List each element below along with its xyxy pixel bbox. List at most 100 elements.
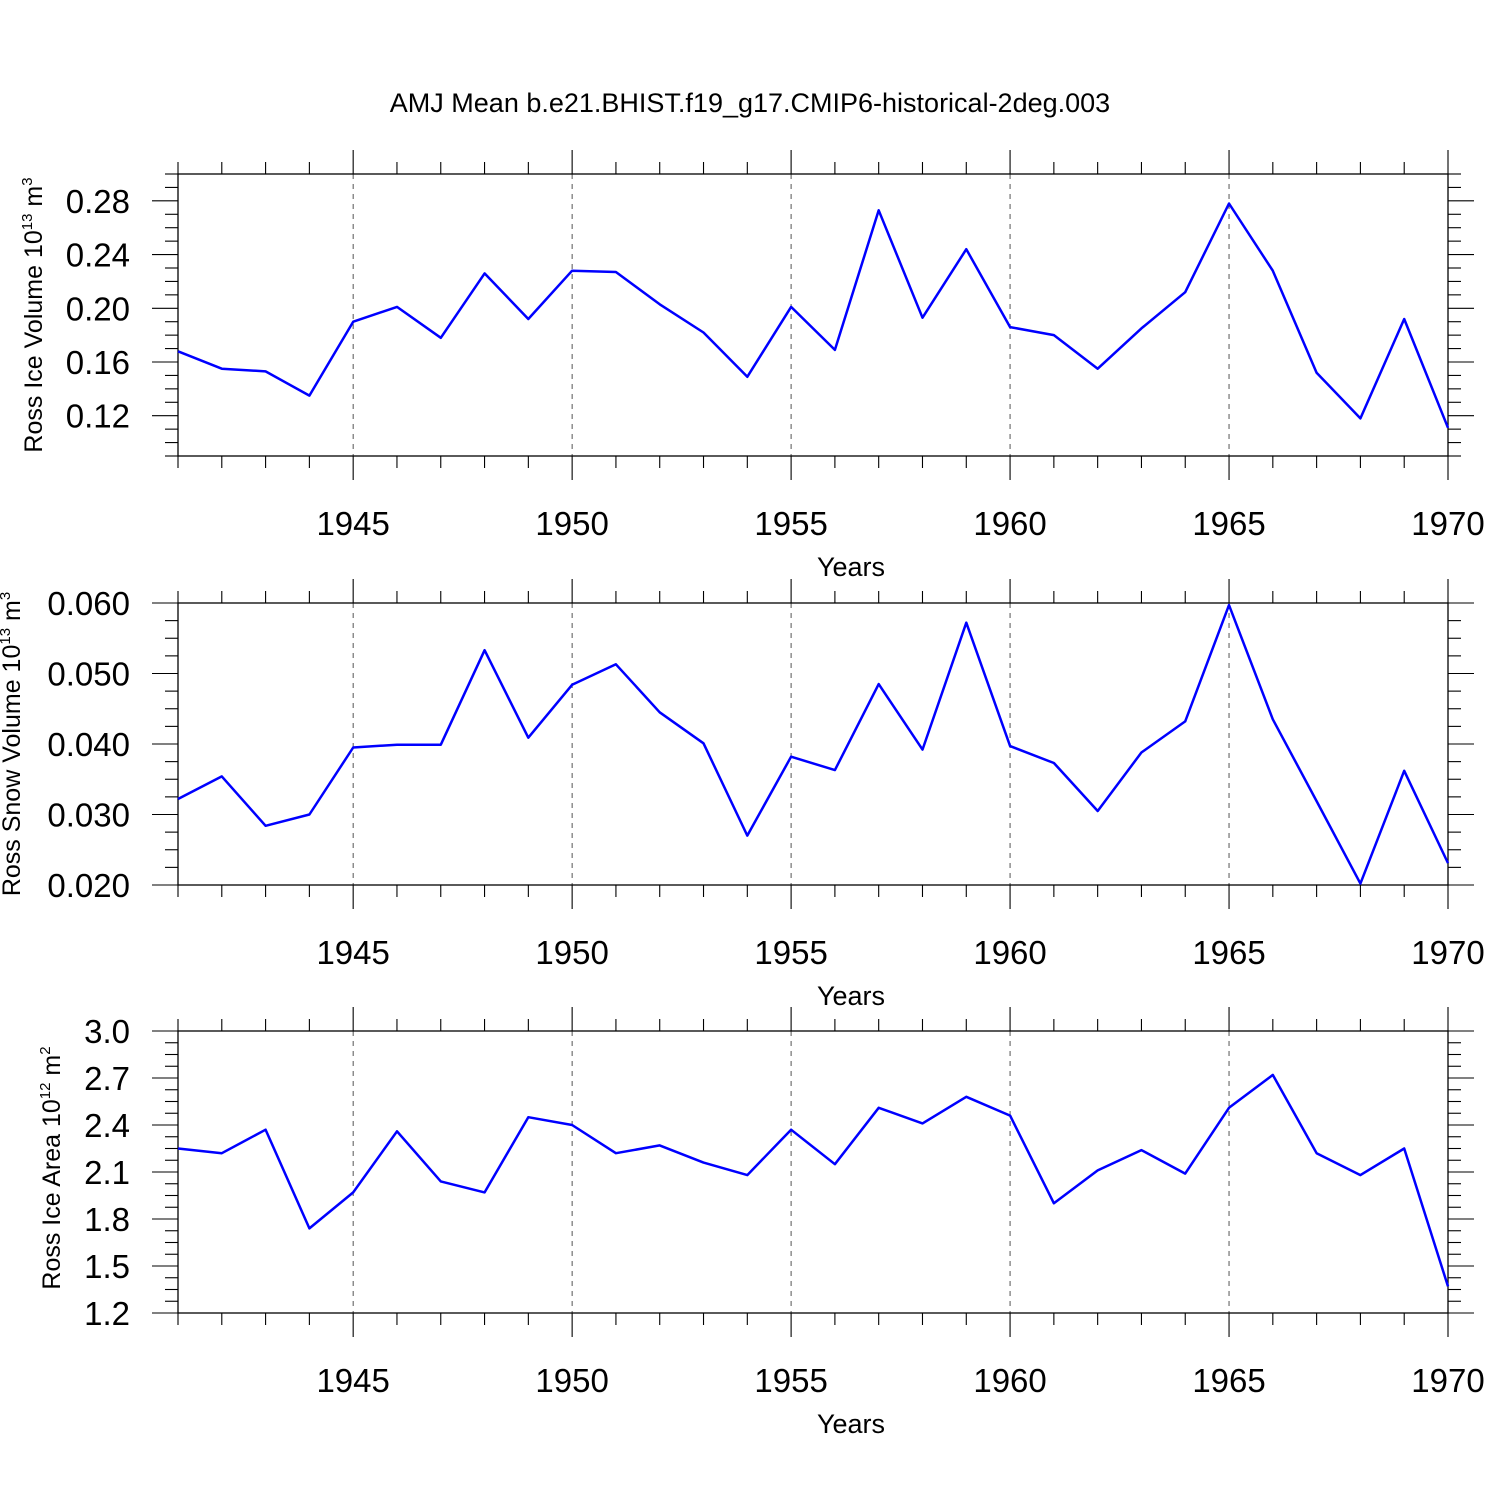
data-point <box>395 1129 399 1133</box>
y-axis-label: Ross Ice Volume 1013 m3 <box>19 177 48 452</box>
data-point <box>1008 1114 1012 1118</box>
data-point <box>526 1115 530 1119</box>
figure-title: AMJ Mean b.e21.BHIST.f19_g17.CMIP6-histo… <box>390 88 1110 118</box>
data-point <box>307 813 311 817</box>
data-point <box>964 247 968 251</box>
x-tick-label: 1945 <box>316 1362 389 1399</box>
data-point <box>1402 769 1406 773</box>
x-axis-label: Years <box>817 981 885 1011</box>
y-axis-label-unit: m <box>38 1055 66 1083</box>
data-point <box>526 736 530 740</box>
data-point <box>439 743 443 747</box>
y-tick-label: 0.040 <box>47 726 130 763</box>
data-point <box>614 662 618 666</box>
y-tick-label: 1.8 <box>84 1201 130 1238</box>
y-tick-label: 2.1 <box>84 1154 130 1191</box>
x-tick-label: 1960 <box>973 1362 1046 1399</box>
data-point <box>351 1190 355 1194</box>
x-tick-label: 1970 <box>1411 505 1484 542</box>
y-axis-label: Ross Ice Area 1012 m2 <box>37 1046 66 1289</box>
data-point <box>877 1106 881 1110</box>
data-point <box>1358 882 1362 886</box>
data-point <box>658 1143 662 1147</box>
y-tick-label: 0.060 <box>47 585 130 622</box>
data-point <box>570 269 574 273</box>
data-point <box>920 316 924 320</box>
data-point <box>439 1179 443 1183</box>
data-point <box>1139 1148 1143 1152</box>
x-tick-label: 1950 <box>535 1362 608 1399</box>
data-point <box>789 755 793 759</box>
panel-3: 1.2 1.5 1.8 2.1 2.4 2.7 3.0 1945 1950 1955 1960 196… <box>37 1007 1485 1439</box>
data-point <box>1096 367 1100 371</box>
data-point <box>351 746 355 750</box>
data-point <box>307 1226 311 1230</box>
y-axis-label-exponent: 12 <box>37 1083 54 1100</box>
data-point <box>176 797 180 801</box>
series-line <box>177 202 1450 429</box>
data-point <box>1052 761 1056 765</box>
data-point <box>1183 290 1187 294</box>
y-axis-label-unit: m <box>20 186 48 214</box>
y-tick-label: 0.28 <box>66 183 130 220</box>
data-point <box>1358 416 1362 420</box>
plot-frame <box>177 1030 1449 1314</box>
data-point <box>1096 1168 1100 1172</box>
x-tick-label: 1970 <box>1411 934 1484 971</box>
y-tick-label: 0.050 <box>47 656 130 693</box>
x-tick-label: 1960 <box>973 505 1046 542</box>
data-point <box>570 1123 574 1127</box>
data-point <box>789 1128 793 1132</box>
data-point <box>833 348 837 352</box>
x-tick-label: 1960 <box>973 934 1046 971</box>
y-tick-label: 0.12 <box>66 398 130 435</box>
data-point <box>1358 1173 1362 1177</box>
data-point <box>833 768 837 772</box>
data-point <box>351 320 355 324</box>
series-line <box>177 603 1450 885</box>
y-axis-label-exponent: 13 <box>19 214 36 231</box>
data-point <box>1183 1172 1187 1176</box>
data-point <box>483 648 487 652</box>
data-point <box>658 710 662 714</box>
data-point <box>1271 717 1275 721</box>
x-tick-label: 1955 <box>754 1362 827 1399</box>
data-point <box>745 834 749 838</box>
data-point <box>877 208 881 212</box>
y-axis-label-exponent: 13 <box>0 628 14 645</box>
data-point <box>1271 269 1275 273</box>
x-tick-label: 1965 <box>1192 1362 1265 1399</box>
data-point <box>702 330 706 334</box>
y-axis-label-unit: m <box>0 600 26 628</box>
series-line <box>177 1073 1450 1287</box>
y-axis-label-unit-exponent: 3 <box>0 592 14 600</box>
data-point <box>1139 326 1143 330</box>
data-point <box>264 824 268 828</box>
data-point <box>1227 1106 1231 1110</box>
data-point <box>1227 202 1231 206</box>
data-point <box>1446 1284 1450 1288</box>
x-tick-label: 1945 <box>316 934 389 971</box>
x-tick-label: 1965 <box>1192 505 1265 542</box>
data-point <box>1096 809 1100 813</box>
x-tick-label: 1965 <box>1192 934 1265 971</box>
y-tick-label: 2.7 <box>84 1060 130 1097</box>
y-axis-label-unit-exponent: 3 <box>19 177 36 185</box>
data-point <box>220 1151 224 1155</box>
data-point <box>964 1095 968 1099</box>
y-tick-label: 1.2 <box>84 1295 130 1332</box>
y-tick-label: 0.030 <box>47 797 130 834</box>
data-point <box>702 1161 706 1165</box>
data-point <box>570 683 574 687</box>
y-tick-label: 1.5 <box>84 1248 130 1285</box>
data-point <box>220 774 224 778</box>
data-point <box>1402 1147 1406 1151</box>
data-point <box>1315 799 1319 803</box>
x-tick-label: 1945 <box>316 505 389 542</box>
panel-2: 0.020 0.030 0.040 0.050 0.060 1945 1950 1955 196… <box>0 579 1485 1011</box>
data-point <box>1315 371 1319 375</box>
x-axis-label: Years <box>817 1409 885 1439</box>
data-point <box>395 305 399 309</box>
data-point <box>614 1151 618 1155</box>
